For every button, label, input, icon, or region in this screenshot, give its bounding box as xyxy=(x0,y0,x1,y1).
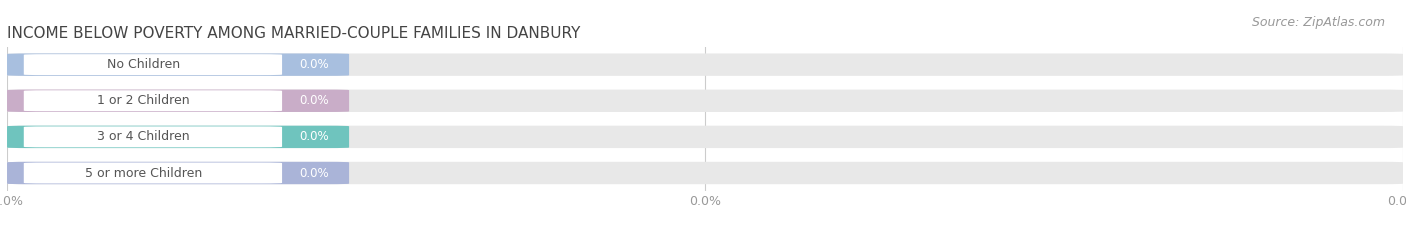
Text: 1 or 2 Children: 1 or 2 Children xyxy=(97,94,190,107)
FancyBboxPatch shape xyxy=(7,89,1403,112)
FancyBboxPatch shape xyxy=(24,127,283,147)
Text: 0.0%: 0.0% xyxy=(299,130,329,143)
Text: 0.0%: 0.0% xyxy=(299,94,329,107)
FancyBboxPatch shape xyxy=(24,90,283,111)
FancyBboxPatch shape xyxy=(7,126,1403,148)
FancyBboxPatch shape xyxy=(24,54,283,75)
FancyBboxPatch shape xyxy=(7,162,1403,184)
FancyBboxPatch shape xyxy=(7,53,349,76)
FancyBboxPatch shape xyxy=(7,89,349,112)
FancyBboxPatch shape xyxy=(7,126,349,148)
Text: 3 or 4 Children: 3 or 4 Children xyxy=(97,130,190,143)
Text: Source: ZipAtlas.com: Source: ZipAtlas.com xyxy=(1251,16,1385,29)
FancyBboxPatch shape xyxy=(7,53,1403,76)
Text: 5 or more Children: 5 or more Children xyxy=(84,167,202,179)
FancyBboxPatch shape xyxy=(24,163,283,183)
Text: INCOME BELOW POVERTY AMONG MARRIED-COUPLE FAMILIES IN DANBURY: INCOME BELOW POVERTY AMONG MARRIED-COUPL… xyxy=(7,26,581,41)
FancyBboxPatch shape xyxy=(7,162,349,184)
Text: No Children: No Children xyxy=(107,58,180,71)
Text: 0.0%: 0.0% xyxy=(299,167,329,179)
Text: 0.0%: 0.0% xyxy=(299,58,329,71)
